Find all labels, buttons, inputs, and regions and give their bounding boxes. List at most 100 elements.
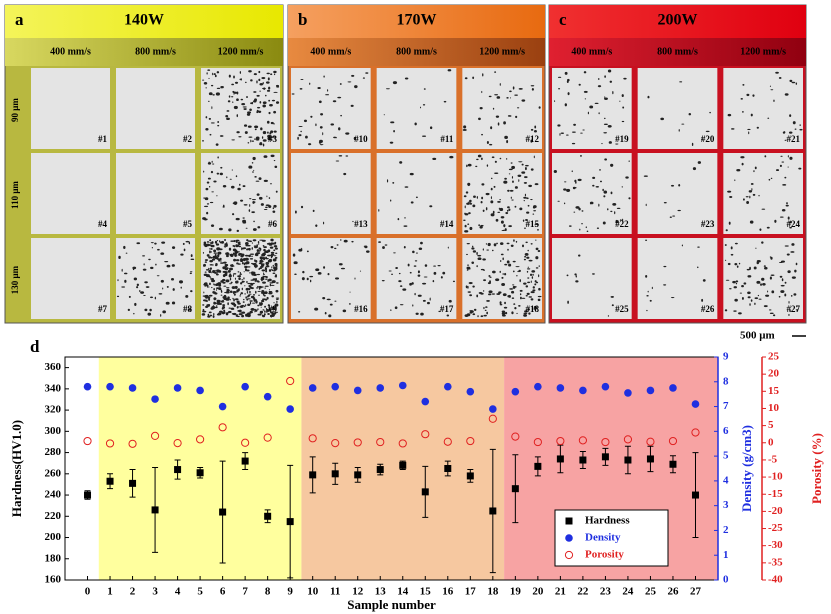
pore [234, 298, 239, 301]
pore [206, 304, 211, 307]
pore [420, 312, 424, 316]
pore [390, 121, 395, 124]
pore [739, 292, 743, 294]
micrograph-bg [291, 68, 371, 149]
pore [238, 277, 241, 281]
pore [507, 206, 510, 209]
pore [213, 302, 217, 305]
point [196, 386, 204, 395]
pore [469, 199, 472, 203]
pore [589, 105, 594, 109]
pore [608, 141, 612, 144]
pore [235, 249, 237, 253]
pore [298, 134, 302, 137]
y3-tick-label: 0 [768, 436, 774, 448]
pore [467, 264, 470, 266]
pore [518, 269, 521, 273]
pore [208, 248, 212, 250]
pore [205, 269, 209, 271]
pore [507, 248, 509, 251]
pore [275, 101, 280, 104]
pore [273, 245, 278, 248]
x-tick-label: 4 [175, 586, 181, 598]
pore [790, 251, 795, 253]
pore [516, 312, 518, 314]
pore [273, 130, 277, 133]
point [601, 453, 609, 461]
pore [754, 166, 757, 170]
pore [270, 251, 275, 254]
pore [218, 270, 222, 273]
pore [209, 275, 211, 278]
pore [467, 291, 471, 293]
pore [514, 94, 519, 96]
pore [252, 294, 256, 296]
pore [347, 81, 352, 83]
pore [237, 300, 240, 303]
pore [645, 275, 648, 278]
point [624, 456, 632, 464]
pore [214, 270, 217, 272]
pore [503, 306, 508, 309]
pore [252, 282, 255, 285]
pore [646, 309, 648, 312]
pore [478, 117, 481, 121]
pore [761, 277, 765, 281]
pore [147, 312, 152, 316]
pore [463, 195, 467, 198]
pore [610, 191, 613, 195]
pore [537, 228, 539, 231]
pore [778, 77, 782, 79]
pore [240, 98, 244, 101]
pore [530, 280, 532, 283]
pore [251, 140, 255, 142]
pore [162, 310, 167, 314]
pore [488, 293, 492, 296]
pore [136, 283, 140, 287]
sample-label: #13 [354, 219, 368, 229]
speed-label: 1200 mm/s [479, 46, 525, 57]
pore [603, 132, 607, 134]
micrograph [291, 238, 371, 319]
pore [688, 113, 692, 116]
pore [275, 297, 280, 299]
pore [738, 312, 742, 315]
pore [499, 304, 503, 306]
pore [339, 83, 342, 85]
pore [160, 279, 164, 283]
pore [211, 272, 213, 274]
pore [233, 303, 237, 307]
pore [437, 265, 441, 267]
pore [782, 184, 787, 186]
pore [259, 90, 261, 92]
y2-tick-label: 0 [723, 574, 729, 586]
pore [498, 291, 502, 294]
x-tick-label: 18 [487, 586, 499, 598]
pore [274, 241, 277, 245]
pore [233, 293, 236, 296]
pore [236, 131, 240, 134]
pore [222, 274, 226, 278]
pore [312, 209, 315, 213]
pore [527, 249, 529, 252]
pore [480, 200, 483, 204]
panel-letter: c [559, 10, 567, 29]
pore [257, 308, 259, 311]
pore [516, 107, 520, 109]
pore [330, 123, 335, 126]
pore [251, 211, 256, 214]
micrograph [376, 238, 457, 319]
pore [663, 202, 667, 204]
pore [273, 123, 275, 125]
pore [749, 195, 751, 199]
pore [483, 314, 487, 317]
pore [219, 302, 222, 305]
pore [232, 312, 237, 316]
pore [483, 279, 487, 282]
pore [502, 273, 505, 275]
pore [258, 294, 260, 297]
pore [786, 202, 788, 205]
pore [268, 289, 271, 291]
pore [314, 307, 319, 311]
